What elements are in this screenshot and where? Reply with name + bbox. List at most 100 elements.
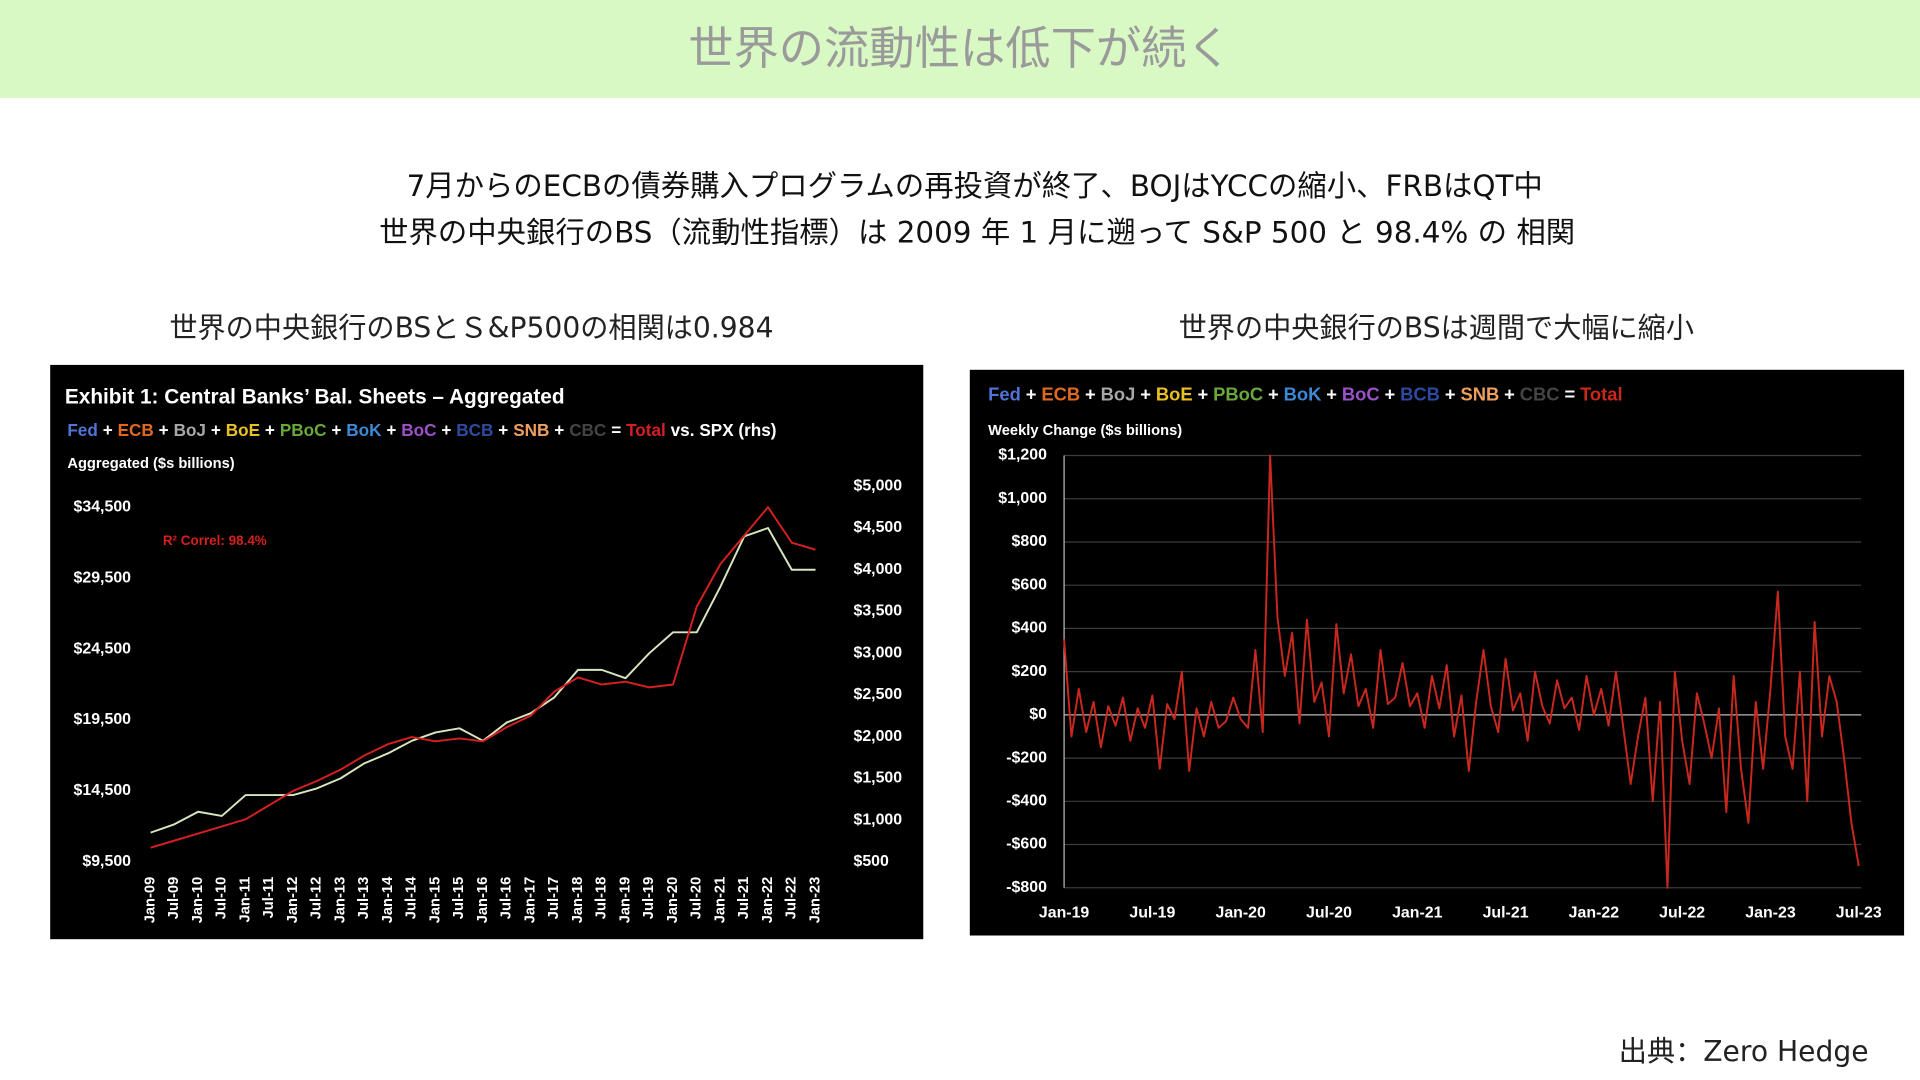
chart: Fed + ECB + BoJ + BoE + PBoC + BoK + BoC + BCB + SNB + CBC… (988, 383, 1882, 921)
x-tick-label: Jan-12 (285, 877, 301, 924)
legend-operator: = (611, 420, 621, 440)
legend-entry: BoC (1342, 383, 1380, 404)
annotation: R² Correl: 98.4% (163, 533, 267, 548)
x-tick-label: Jul-17 (546, 877, 562, 919)
legend-operator: + (1326, 383, 1337, 404)
x-tick-label: Jul-13 (356, 877, 372, 919)
x-tick-label: Jan-15 (427, 877, 443, 924)
y-axis-label: Aggregated ($s billions) (67, 456, 234, 472)
legend-entry: SPX (rhs) (699, 420, 776, 440)
legend-operator: + (1385, 383, 1396, 404)
x-tick-label: Jan-23 (807, 877, 823, 924)
x-tick-label: Jan-09 (142, 877, 158, 924)
x-tick-label: Jul-23 (1836, 905, 1882, 922)
legend-operator: + (211, 420, 221, 440)
legend-operator: + (1268, 383, 1279, 404)
legend-operator: + (265, 420, 275, 440)
legend-entry: Fed (988, 383, 1021, 404)
legend-entry: BoC (401, 420, 436, 440)
y-tick-label: -$200 (1006, 749, 1047, 766)
x-tick-label: Jan-21 (712, 877, 728, 924)
y-tick-label: $200 (1012, 663, 1048, 680)
y-tick-label: $600 (1012, 576, 1048, 593)
legend-operator: + (441, 420, 451, 440)
x-tick-label: Jul-12 (309, 877, 325, 919)
legend-entry: Total (1580, 383, 1623, 404)
series-line (150, 506, 816, 849)
x-tick-label: Jan-13 (332, 877, 348, 924)
legend: Fed + ECB + BoJ + BoE + PBoC + BoK + BoC + BCB + SNB + CBC… (67, 420, 776, 440)
x-tick-label: Jul-15 (451, 877, 467, 919)
legend-entry: ECB (1041, 383, 1080, 404)
y-tick-label: $800 (1012, 533, 1048, 550)
legend-operator: + (103, 420, 113, 440)
legend-entry: BoE (1156, 383, 1193, 404)
legend-operator: + (1445, 383, 1456, 404)
y2-tick-label: $4,500 (853, 519, 902, 536)
legend-entry: BCB (1400, 383, 1440, 404)
x-tick-label: Jul-20 (1306, 905, 1352, 922)
y2-tick-label: $500 (853, 853, 889, 870)
legend-entry: CBC (1520, 383, 1560, 404)
y-tick-label: $29,500 (74, 569, 132, 586)
y-axis-label: Weekly Change ($s billions) (988, 423, 1182, 439)
slide-title: 世界の流動性は低下が続く (688, 22, 1232, 75)
x-tick-label: Jul-11 (261, 877, 277, 919)
legend-operator: + (1085, 383, 1096, 404)
x-tick-label: Jul-16 (499, 877, 515, 919)
x-tick-label: Jul-19 (641, 877, 657, 919)
source-note: 出典：Zero Hedge (1619, 1035, 1869, 1068)
chart: Exhibit 1: Central Banks’ Bal. Sheets – … (65, 385, 902, 923)
y2-tick-label: $3,500 (853, 603, 902, 620)
x-tick-label: Jul-20 (689, 877, 705, 919)
legend-operator: + (1026, 383, 1037, 404)
legend-entry: Fed (67, 420, 97, 440)
y-tick-label: $400 (1012, 620, 1048, 637)
x-tick-label: Jul-09 (166, 877, 182, 919)
subtitle-line: 7月からのECBの債券購入プログラムの再投資が終了、BOJはYCCの縮小、FRB… (407, 169, 1543, 203)
x-tick-label: Jan-22 (760, 877, 776, 924)
x-tick-label: Jan-20 (1215, 905, 1266, 922)
legend-operator: + (1197, 383, 1208, 404)
x-tick-label: Jan-11 (237, 877, 253, 923)
x-tick-label: Jul-22 (1659, 905, 1705, 922)
x-tick-label: Jan-23 (1745, 905, 1796, 922)
legend-entry: PBoC (1213, 383, 1263, 404)
legend-entry: PBoC (280, 420, 327, 440)
legend-operator: = (1564, 383, 1575, 404)
y-tick-label: -$400 (1006, 793, 1047, 810)
y2-tick-label: $4,000 (853, 561, 902, 578)
x-tick-label: Jul-14 (404, 876, 420, 919)
x-tick-label: Jan-22 (1569, 905, 1620, 922)
x-tick-label: Jan-17 (522, 877, 538, 924)
legend-operator: + (331, 420, 341, 440)
y-tick-label: $14,500 (74, 782, 132, 799)
x-tick-label: Jul-10 (214, 877, 230, 919)
header-band (0, 0, 1920, 98)
y-tick-label: -$800 (1006, 879, 1047, 896)
x-tick-label: Jan-21 (1392, 905, 1443, 922)
legend-entry: BoE (226, 420, 260, 440)
x-tick-label: Jan-19 (617, 877, 633, 924)
chart-panel (969, 369, 1905, 936)
x-tick-label: Jan-19 (1039, 905, 1090, 922)
legend-entry: Total (626, 420, 666, 440)
legend-entry: BCB (456, 420, 493, 440)
legend-entry: BoJ (1101, 383, 1136, 404)
legend-operator: + (1504, 383, 1515, 404)
subtitle-line: 世界の中央銀行のBS（流動性指標）は 2009 年 1 月に遡って S&P 50… (379, 215, 1575, 249)
x-tick-label: Jan-16 (475, 877, 491, 924)
y-tick-label: -$600 (1006, 836, 1047, 853)
y-tick-label: $1,000 (998, 490, 1047, 507)
y-tick-label: $19,500 (74, 711, 132, 728)
y2-tick-label: $3,000 (853, 644, 902, 661)
chart-caption: 世界の中央銀行のBSとＳ&P500の相関は0.984 (169, 311, 773, 344)
legend-operator: + (554, 420, 564, 440)
y-tick-label: $1,200 (998, 447, 1047, 464)
x-tick-label: Jul-21 (736, 877, 752, 919)
series-line (1063, 454, 1860, 889)
legend-operator: + (159, 420, 169, 440)
x-tick-label: Jul-19 (1129, 905, 1175, 922)
y2-tick-label: $1,500 (853, 770, 902, 787)
